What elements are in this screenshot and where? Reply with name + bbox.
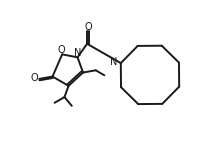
Text: O: O — [84, 22, 92, 32]
Text: O: O — [58, 45, 65, 55]
Text: N: N — [74, 48, 82, 58]
Text: O: O — [31, 73, 39, 83]
Text: N: N — [110, 57, 118, 67]
